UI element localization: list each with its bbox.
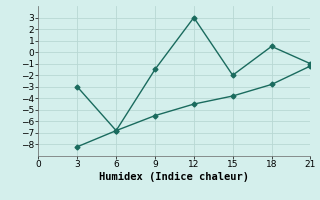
X-axis label: Humidex (Indice chaleur): Humidex (Indice chaleur) — [100, 172, 249, 182]
